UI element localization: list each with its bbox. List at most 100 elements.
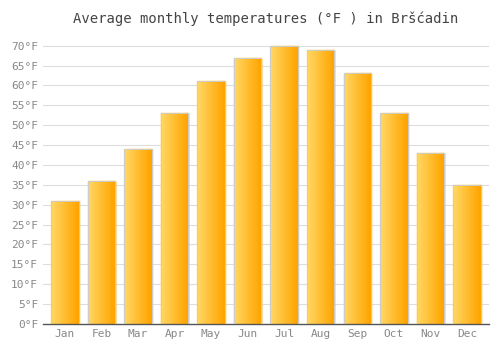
Bar (198, 82, 199, 324)
Bar (88, 181, 115, 324)
Bar (276, 46, 277, 324)
Bar (91, 181, 92, 324)
Bar (406, 113, 407, 324)
Bar (77, 201, 78, 324)
Bar (51, 201, 52, 324)
Bar (273, 46, 274, 324)
Bar (314, 50, 316, 324)
Bar (246, 58, 247, 324)
Bar (274, 46, 275, 324)
Bar (349, 74, 350, 324)
Bar (309, 50, 310, 324)
Bar (180, 113, 181, 324)
Bar (295, 46, 296, 324)
Bar (185, 113, 186, 324)
Bar (333, 50, 334, 324)
Bar (89, 181, 90, 324)
Bar (220, 82, 221, 324)
Bar (308, 50, 309, 324)
Bar (419, 153, 420, 324)
Bar (198, 82, 225, 324)
Bar (398, 113, 399, 324)
Bar (317, 50, 318, 324)
Bar (97, 181, 98, 324)
Bar (417, 153, 418, 324)
Bar (370, 74, 371, 324)
Bar (186, 113, 187, 324)
Bar (90, 181, 91, 324)
Bar (365, 74, 366, 324)
Bar (353, 74, 354, 324)
Bar (466, 185, 467, 324)
Bar (428, 153, 429, 324)
Bar (170, 113, 172, 324)
Bar (344, 74, 371, 324)
Bar (108, 181, 109, 324)
Bar (404, 113, 405, 324)
Bar (241, 58, 242, 324)
Bar (397, 113, 398, 324)
Bar (71, 201, 72, 324)
Bar (293, 46, 294, 324)
Bar (394, 113, 395, 324)
Bar (395, 113, 396, 324)
Bar (252, 58, 253, 324)
Bar (443, 153, 444, 324)
Bar (289, 46, 290, 324)
Bar (332, 50, 333, 324)
Bar (461, 185, 462, 324)
Bar (200, 82, 201, 324)
Bar (60, 201, 61, 324)
Bar (55, 201, 56, 324)
Bar (391, 113, 392, 324)
Bar (393, 113, 394, 324)
Bar (346, 74, 347, 324)
Bar (477, 185, 478, 324)
Bar (318, 50, 319, 324)
Bar (421, 153, 422, 324)
Bar (175, 113, 176, 324)
Bar (479, 185, 480, 324)
Bar (407, 113, 408, 324)
Bar (270, 46, 298, 324)
Bar (436, 153, 437, 324)
Bar (328, 50, 329, 324)
Bar (219, 82, 220, 324)
Bar (183, 113, 184, 324)
Bar (111, 181, 112, 324)
Bar (136, 149, 137, 324)
Bar (348, 74, 349, 324)
Bar (138, 149, 139, 324)
Bar (259, 58, 260, 324)
Bar (288, 46, 289, 324)
Bar (261, 58, 262, 324)
Bar (287, 46, 288, 324)
Bar (427, 153, 428, 324)
Bar (235, 58, 236, 324)
Bar (331, 50, 332, 324)
Bar (65, 201, 66, 324)
Bar (199, 82, 200, 324)
Bar (64, 201, 65, 324)
Bar (204, 82, 205, 324)
Bar (167, 113, 168, 324)
Bar (208, 82, 209, 324)
Bar (284, 46, 285, 324)
Bar (254, 58, 255, 324)
Bar (364, 74, 365, 324)
Bar (347, 74, 348, 324)
Bar (460, 185, 461, 324)
Bar (92, 181, 93, 324)
Bar (307, 50, 308, 324)
Bar (58, 201, 59, 324)
Bar (239, 58, 240, 324)
Bar (367, 74, 368, 324)
Bar (130, 149, 131, 324)
Bar (88, 181, 89, 324)
Bar (163, 113, 164, 324)
Bar (250, 58, 251, 324)
Bar (94, 181, 95, 324)
Bar (59, 201, 60, 324)
Bar (456, 185, 457, 324)
Bar (142, 149, 143, 324)
